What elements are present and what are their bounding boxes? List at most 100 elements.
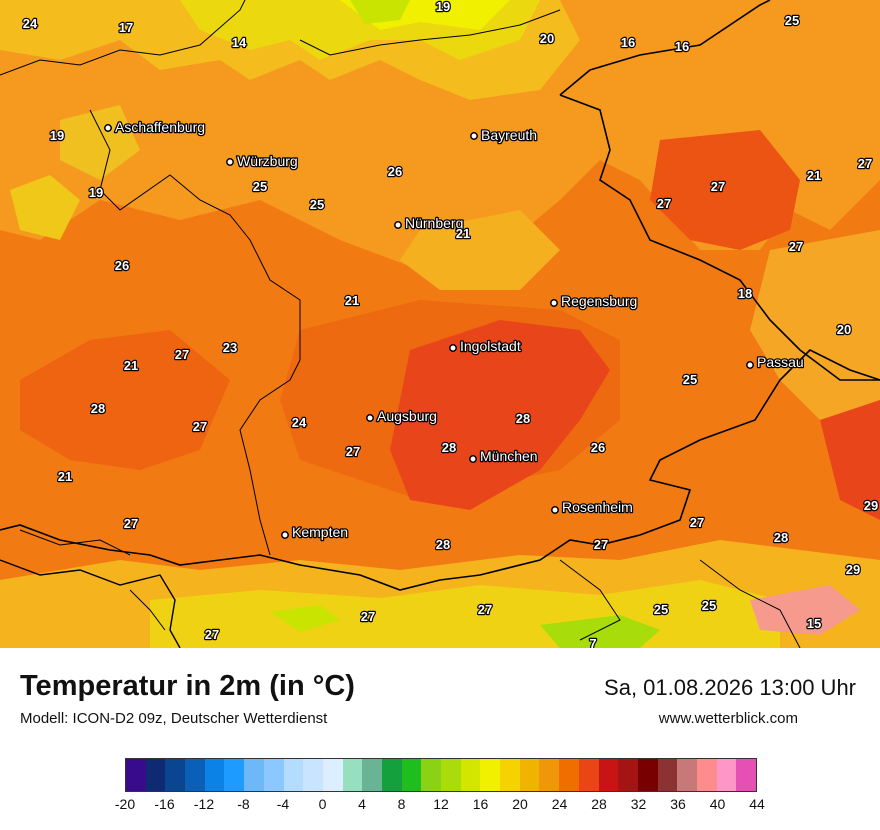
city-dot: [469, 455, 477, 463]
legend-swatch: [342, 759, 363, 791]
legend-tick-label: 24: [551, 796, 568, 812]
legend-swatch: [736, 759, 756, 791]
website-link[interactable]: www.wetterblick.com: [658, 710, 798, 727]
legend-swatch: [401, 759, 422, 791]
legend-tick-label: 20: [512, 796, 528, 812]
temp-label: 27: [789, 239, 803, 254]
temp-label: 27: [175, 347, 189, 362]
temp-label: 19: [50, 128, 64, 143]
temp-label: 25: [702, 598, 716, 613]
legend-tick-label: 32: [630, 796, 647, 812]
temp-label: 27: [594, 537, 608, 552]
temp-label: 19: [89, 185, 103, 200]
temp-label: 27: [711, 179, 725, 194]
temp-label: 24: [23, 16, 38, 31]
temperature-map: Aschaffenburg Würzburg Bayreuth Nürnberg…: [0, 0, 880, 648]
temp-label: 27: [193, 419, 207, 434]
city-dot: [104, 124, 112, 132]
temp-label: 21: [345, 293, 359, 308]
city-marker: Bayreuth: [470, 126, 538, 144]
border-river-inn: [559, 559, 801, 648]
alpine-green-patch: [540, 615, 660, 648]
legend-swatch: [185, 759, 205, 791]
temp-label: 20: [837, 322, 851, 337]
city-dot: [366, 414, 374, 422]
temp-label: 28: [516, 411, 530, 426]
temp-label: 24: [292, 415, 307, 430]
city-dot: [226, 158, 234, 166]
city-marker: Ingolstadt: [449, 337, 522, 355]
temp-label: 21: [58, 469, 72, 484]
city-dot: [449, 344, 457, 352]
border-bodensee: [19, 529, 166, 631]
yellow-zone-northwest: [10, 175, 80, 240]
city-label: Augsburg: [377, 408, 437, 424]
legend-tick-label: 36: [670, 796, 686, 812]
legend-tick-label: -8: [237, 796, 250, 812]
legend-swatch: [578, 759, 599, 791]
city-marker: Augsburg: [366, 407, 438, 425]
city-dot: [550, 299, 558, 307]
temp-label: 28: [442, 440, 456, 455]
legend-swatch: [263, 759, 284, 791]
alpine-green-patch-2: [270, 605, 340, 632]
legend-swatch: [696, 759, 717, 791]
legend-tick-label: 28: [591, 796, 607, 812]
temp-label: 23: [223, 340, 237, 355]
city-label: Nürnberg: [405, 215, 463, 231]
pink-patch-east: [750, 585, 860, 635]
legend-swatch: [559, 759, 579, 791]
legend-swatch: [145, 759, 166, 791]
city-label: Würzburg: [237, 153, 298, 169]
legend-tick-label: 0: [318, 796, 327, 812]
city-label: Rosenheim: [562, 499, 633, 515]
temp-label: 25: [654, 602, 668, 617]
legend-swatch: [126, 759, 146, 791]
border-state-west: [89, 109, 301, 556]
temp-label: 27: [124, 516, 138, 531]
map-canvas: Aschaffenburg Würzburg Bayreuth Nürnberg…: [0, 0, 880, 648]
light-orange-zone-east: [750, 230, 880, 440]
temp-label: 25: [253, 179, 267, 194]
legend-swatch: [677, 759, 697, 791]
legend-swatch: [500, 759, 520, 791]
legend-tick-label: -20: [114, 796, 136, 812]
temp-label: 28: [774, 530, 788, 545]
green-yellow-patch: [350, 0, 410, 24]
legend-swatch: [657, 759, 678, 791]
temp-label: 27: [478, 602, 492, 617]
yellow-zone-west: [60, 105, 140, 180]
legend-swatch: [519, 759, 540, 791]
legend-tick-label: -12: [193, 796, 215, 812]
city-label: Ingolstadt: [460, 338, 521, 354]
temp-label: 27: [858, 156, 872, 171]
city-marker: Nürnberg: [394, 214, 465, 232]
city-label: Passau: [757, 354, 804, 370]
temp-label: 21: [807, 168, 821, 183]
city-marker: Kempten: [281, 523, 349, 541]
city-dot: [281, 531, 289, 539]
dark-orange-zone-southwest: [20, 330, 230, 470]
border-czech: [559, 0, 880, 381]
legend-swatch: [322, 759, 343, 791]
legend-swatch: [303, 759, 323, 791]
legend-tick-label: 4: [358, 796, 366, 812]
city-dot: [551, 506, 559, 514]
city-dot: [470, 132, 478, 140]
city-marker: Regensburg: [550, 292, 639, 310]
legend-swatch: [637, 759, 658, 791]
city-marker: Würzburg: [226, 152, 299, 170]
legend-swatch: [362, 759, 382, 791]
city-dot: [394, 221, 402, 229]
temp-label: 19: [436, 0, 450, 14]
temp-label: 21: [456, 226, 470, 241]
legend-tick-label: 44: [749, 796, 765, 812]
legend-swatch: [598, 759, 619, 791]
map-title: Temperatur in 2m (in °C): [20, 670, 355, 702]
temp-label: 27: [361, 609, 375, 624]
city-marker: Passau: [746, 353, 805, 371]
city-label: Bayreuth: [481, 127, 537, 143]
temp-label: 29: [864, 498, 878, 513]
city-marker: München: [469, 447, 539, 465]
legend-swatch: [244, 759, 264, 791]
